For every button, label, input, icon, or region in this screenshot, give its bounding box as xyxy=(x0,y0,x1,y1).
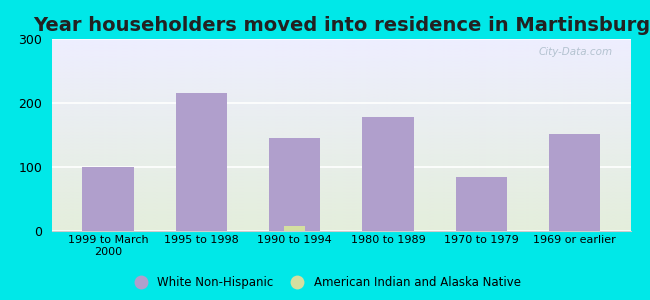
Bar xyxy=(456,177,507,231)
Legend: White Non-Hispanic, American Indian and Alaska Native: White Non-Hispanic, American Indian and … xyxy=(124,272,526,294)
Bar xyxy=(362,117,413,231)
Bar xyxy=(83,167,134,231)
Bar xyxy=(269,138,320,231)
Bar xyxy=(284,226,305,231)
Title: Year householders moved into residence in Martinsburg: Year householders moved into residence i… xyxy=(32,16,650,35)
Bar xyxy=(549,134,600,231)
Bar xyxy=(176,93,227,231)
Text: City-Data.com: City-Data.com xyxy=(539,47,613,57)
